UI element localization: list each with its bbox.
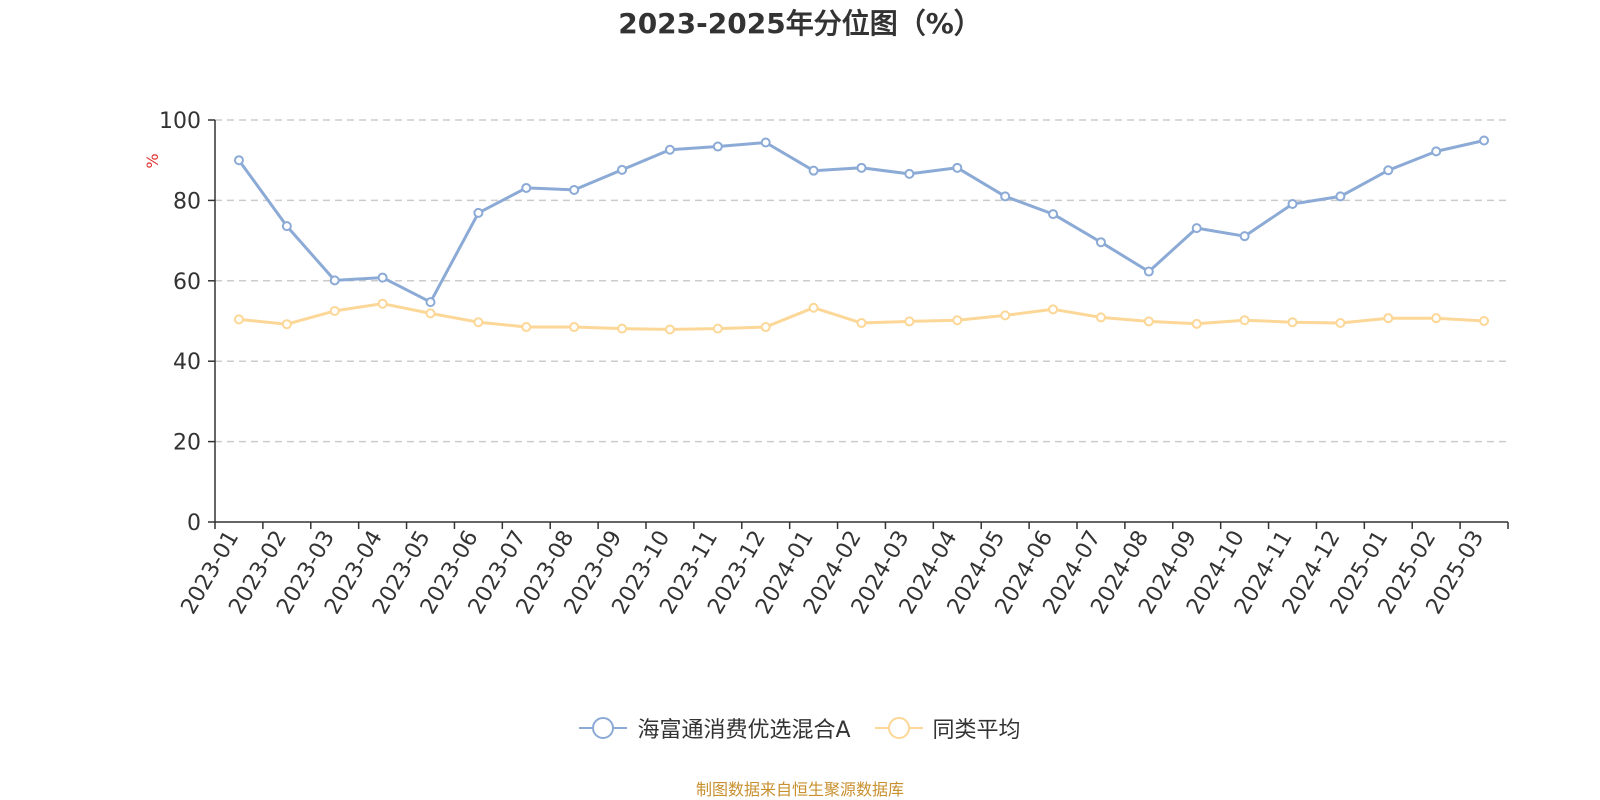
data-point[interactable] bbox=[377, 272, 388, 283]
data-point[interactable] bbox=[1383, 313, 1394, 324]
data-point[interactable] bbox=[233, 314, 244, 325]
legend-fund-label: 海富通消费优选混合A bbox=[637, 718, 851, 743]
legend: 海富通消费优选混合A 同类平均 bbox=[0, 712, 1600, 744]
axes bbox=[208, 119, 1509, 529]
data-point[interactable] bbox=[473, 317, 484, 328]
data-point[interactable] bbox=[1143, 316, 1154, 327]
legend-average-label: 同类平均 bbox=[932, 718, 1021, 743]
legend-item-fund[interactable]: 海富通消费优选混合A bbox=[579, 712, 851, 744]
data-point[interactable] bbox=[1048, 209, 1059, 220]
data-point[interactable] bbox=[1287, 317, 1298, 328]
data-point[interactable] bbox=[1335, 318, 1346, 329]
data-point[interactable] bbox=[904, 168, 915, 179]
y-axis-label: % bbox=[143, 153, 162, 168]
data-point[interactable] bbox=[712, 323, 723, 334]
data-point[interactable] bbox=[1143, 266, 1154, 277]
y-tick-label: 100 bbox=[159, 109, 201, 134]
data-point[interactable] bbox=[569, 184, 580, 195]
data-point[interactable] bbox=[569, 322, 580, 333]
data-point[interactable] bbox=[521, 182, 532, 193]
data-point[interactable] bbox=[664, 324, 675, 335]
data-point[interactable] bbox=[1431, 313, 1442, 324]
data-point[interactable] bbox=[1000, 191, 1011, 202]
data-point[interactable] bbox=[1000, 310, 1011, 321]
data-point[interactable] bbox=[712, 141, 723, 152]
data-point[interactable] bbox=[808, 302, 819, 313]
data-point[interactable] bbox=[617, 323, 628, 334]
data-point[interactable] bbox=[1431, 146, 1442, 157]
legend-item-average[interactable]: 同类平均 bbox=[874, 712, 1021, 744]
y-tick-label: 80 bbox=[173, 189, 201, 214]
data-point[interactable] bbox=[1479, 135, 1490, 146]
data-point[interactable] bbox=[329, 305, 340, 316]
data-point[interactable] bbox=[856, 162, 867, 173]
tick-labels: 020406080100%2023-012023-022023-032023-0… bbox=[143, 109, 1489, 619]
data-point[interactable] bbox=[281, 319, 292, 330]
data-point[interactable] bbox=[1095, 237, 1106, 248]
data-point[interactable] bbox=[1479, 316, 1490, 326]
data-point[interactable] bbox=[1383, 165, 1394, 176]
chart-title: 2023-2025年分位图（%） bbox=[618, 7, 982, 40]
data-point[interactable] bbox=[664, 144, 675, 155]
legend-average-marker-icon bbox=[874, 717, 923, 739]
data-point[interactable] bbox=[425, 308, 436, 319]
data-point[interactable] bbox=[808, 165, 819, 176]
data-point[interactable] bbox=[521, 322, 532, 333]
data-point[interactable] bbox=[952, 162, 963, 173]
data-point[interactable] bbox=[1239, 231, 1250, 242]
data-point[interactable] bbox=[1335, 191, 1346, 202]
data-point[interactable] bbox=[1239, 315, 1250, 326]
source-note: 制图数据来自恒生聚源数据库 bbox=[695, 780, 904, 799]
data-point[interactable] bbox=[233, 155, 244, 166]
y-tick-label: 0 bbox=[187, 511, 201, 536]
data-point[interactable] bbox=[281, 221, 292, 232]
data-point[interactable] bbox=[1048, 304, 1059, 315]
legend-fund-marker-icon bbox=[579, 717, 628, 739]
data-point[interactable] bbox=[760, 137, 771, 148]
y-tick-label: 40 bbox=[173, 350, 201, 375]
y-tick-label: 60 bbox=[173, 270, 201, 295]
data-point[interactable] bbox=[377, 298, 388, 309]
data-point[interactable] bbox=[904, 316, 915, 327]
data-point[interactable] bbox=[1095, 312, 1106, 323]
data-point[interactable] bbox=[617, 164, 628, 175]
data-point[interactable] bbox=[425, 297, 436, 308]
data-point[interactable] bbox=[952, 315, 963, 326]
data-point[interactable] bbox=[1191, 318, 1202, 329]
data-point[interactable] bbox=[329, 275, 340, 286]
data-point[interactable] bbox=[1287, 199, 1298, 210]
series-lines bbox=[233, 135, 1490, 335]
data-point[interactable] bbox=[760, 322, 771, 333]
data-point[interactable] bbox=[473, 207, 484, 218]
y-tick-label: 20 bbox=[173, 431, 201, 456]
data-point[interactable] bbox=[1191, 223, 1202, 234]
data-point[interactable] bbox=[856, 318, 867, 329]
